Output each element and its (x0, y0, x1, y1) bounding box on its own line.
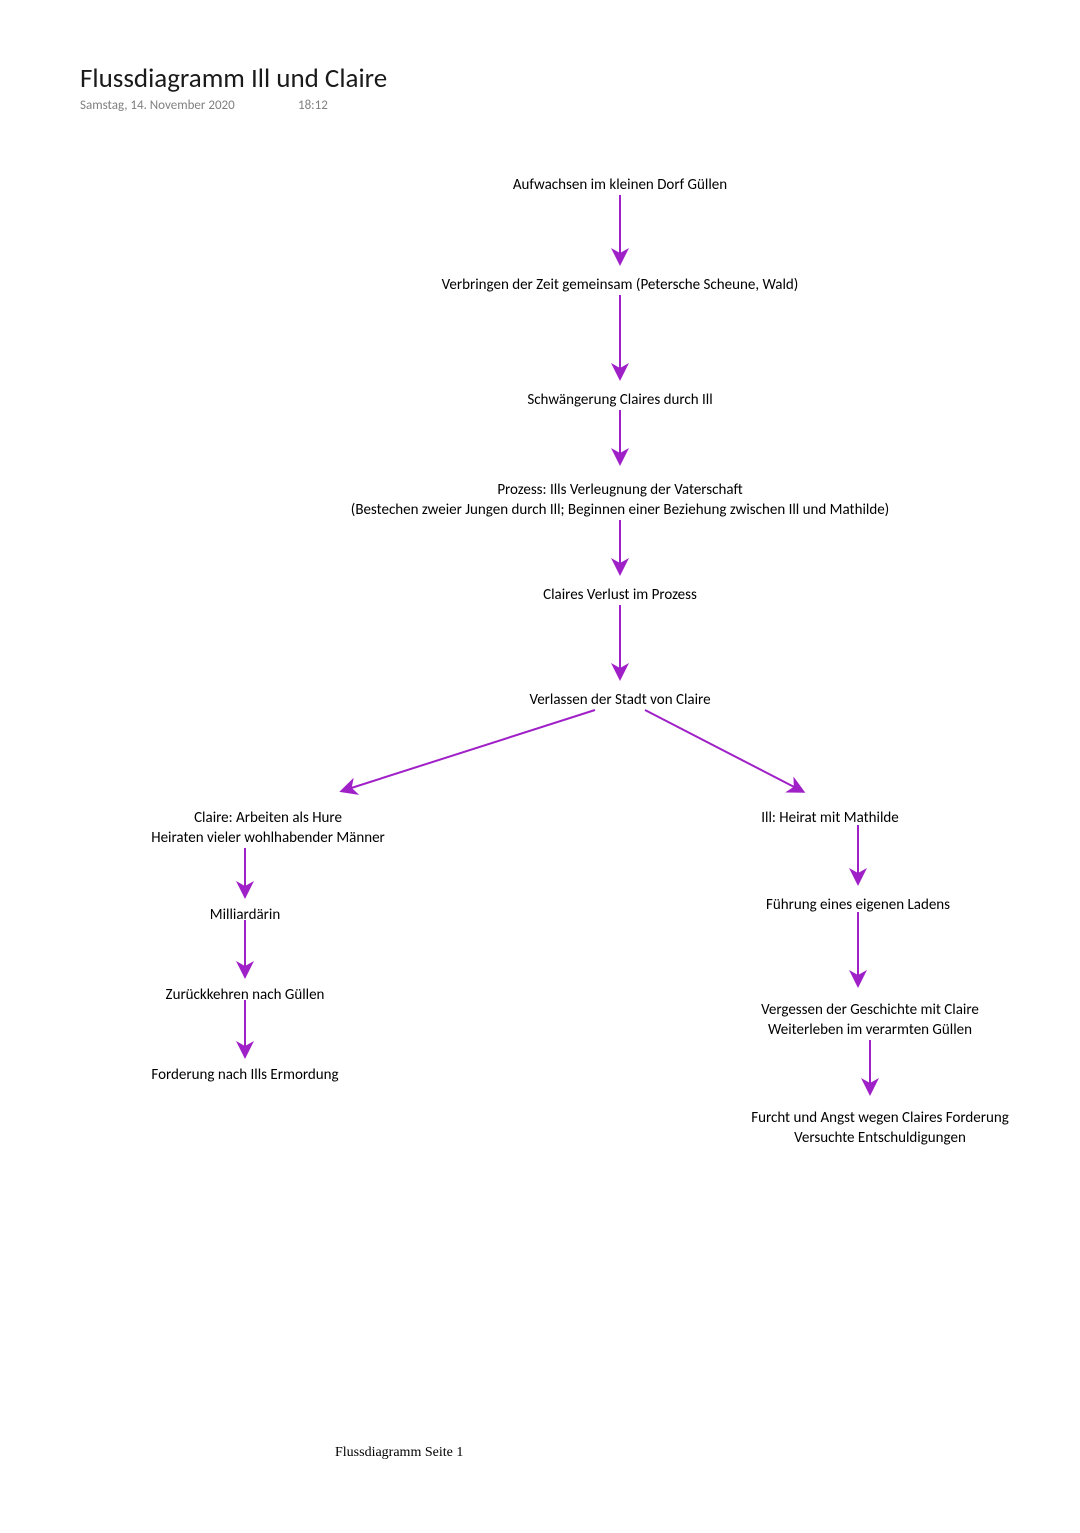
flowchart-node: Verbringen der Zeit gemeinsam (Petersche… (370, 275, 870, 295)
flowchart-edge (645, 710, 800, 790)
flowchart-node: Aufwachsen im kleinen Dorf Güllen (440, 175, 800, 195)
flowchart-node: Milliardärin (145, 905, 345, 925)
flowchart-node: Ill: Heirat mit Mathilde (700, 808, 960, 828)
flowchart-node: Vergessen der Geschichte mit Claire Weit… (680, 1000, 1060, 1041)
flowchart-node: Forderung nach Ills Ermordung (95, 1065, 395, 1085)
page-time: 18:12 (298, 98, 328, 113)
flowchart-node: Führung eines eigenen Ladens (708, 895, 1008, 915)
page-title: Flussdiagramm Ill und Claire (80, 62, 387, 95)
flowchart-node: Schwängerung Claires durch Ill (440, 390, 800, 410)
page-footer: Flussdiagramm Seite 1 (335, 1445, 463, 1461)
flowchart-node: Claires Verlust im Prozess (440, 585, 800, 605)
flowchart-node: Verlassen der Stadt von Claire (440, 690, 800, 710)
flowchart-node: Prozess: Ills Verleugnung der Vaterschaf… (240, 480, 1000, 521)
flowchart-node: Zurückkehren nach Güllen (115, 985, 375, 1005)
flowchart-edge (345, 710, 595, 790)
flowchart-arrows (0, 0, 1080, 1533)
flowchart-node: Claire: Arbeiten als Hure Heiraten viele… (88, 808, 448, 849)
page-date: Samstag, 14. November 2020 (80, 98, 235, 113)
flowchart-node: Furcht und Angst wegen Claires Forderung… (680, 1108, 1080, 1149)
